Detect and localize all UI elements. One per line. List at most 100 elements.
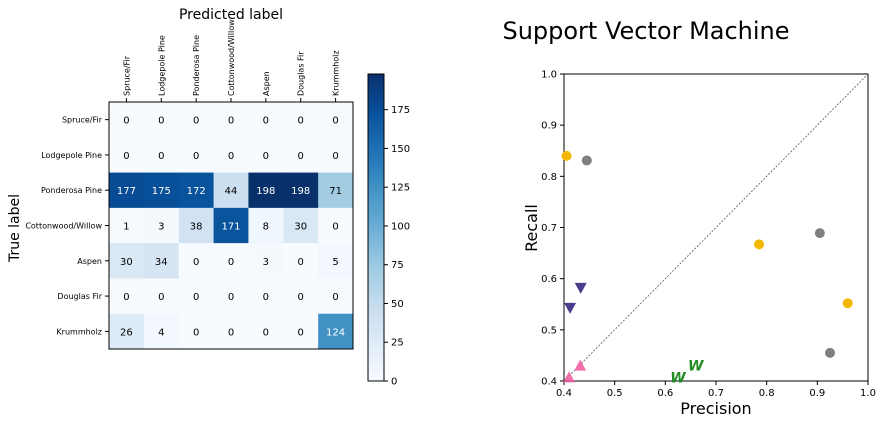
scatter-x-tick-label: 0.8 <box>759 388 775 399</box>
cm-y-tick-labels: Spruce/Fir Lodgepole Pine Ponderosa Pine Co… <box>25 116 109 336</box>
cm-cell-value: 30 <box>120 257 133 268</box>
cm-cell <box>318 102 354 138</box>
colorbar-ticks: 0 25 50 75 100 125 150 175 <box>384 105 410 388</box>
cm-cell-value: 0 <box>332 116 338 127</box>
cm-cell <box>248 278 284 315</box>
cm-cell <box>213 243 249 279</box>
cm-cell <box>283 207 319 244</box>
colorbar-tick-label: 50 <box>391 299 404 310</box>
cm-cell-value: 0 <box>298 257 304 268</box>
cm-cell <box>318 137 354 173</box>
cm-cell <box>318 278 354 315</box>
cm-cell <box>283 102 319 138</box>
cm-cell-value: 177 <box>117 186 136 197</box>
cm-cell-value: 3 <box>158 222 164 233</box>
cm-cell <box>143 243 180 279</box>
cm-cell-value: 124 <box>326 327 345 338</box>
scatter-points: WW <box>561 150 853 386</box>
cm-cell <box>248 102 284 138</box>
cm-cell-value: 0 <box>263 151 269 162</box>
cm-cell-value: 0 <box>332 292 338 303</box>
cm-cell-value: 0 <box>228 151 234 162</box>
cm-cell <box>213 313 249 350</box>
cm-cell-value: 172 <box>187 186 206 197</box>
colorbar-tick-label: 175 <box>391 105 410 116</box>
cm-cell-value: 0 <box>228 327 234 338</box>
cm-ylabel: True label <box>7 194 23 263</box>
scatter-plot-area <box>563 73 869 382</box>
cm-cell-value: 44 <box>225 186 238 197</box>
scatter-point <box>574 359 587 371</box>
cm-cell-value: 4 <box>158 327 164 338</box>
cm-cell <box>178 243 214 279</box>
cm-cell <box>248 313 284 350</box>
confusion-matrix: Predicted label True label 0 0 0 0 0 0 0 0 0 0 0 0 0… <box>7 7 354 350</box>
scatter-y-tick-label: 0.8 <box>541 172 557 183</box>
cm-cell <box>213 102 249 138</box>
cm-cell <box>318 172 354 209</box>
cm-cell <box>178 207 214 244</box>
cm-cell <box>178 172 214 209</box>
cm-cell <box>283 243 319 279</box>
cm-y-tick-label: Cottonwood/Willow <box>25 222 102 231</box>
scatter-x-tick-label: 1.0 <box>860 388 876 399</box>
cm-cell <box>318 313 354 350</box>
cm-cell-value: 0 <box>228 116 234 127</box>
cm-x-tick-label: Cottonwood/Willow <box>227 19 236 96</box>
cm-cell <box>248 137 284 173</box>
scatter-title: Support Vector Machine <box>502 17 789 45</box>
cm-cell-value: 171 <box>221 222 240 233</box>
cm-y-tick-label: Douglas Fir <box>57 292 102 301</box>
cm-cell <box>283 172 319 209</box>
scatter-y-tick-label: 0.6 <box>541 274 557 285</box>
cm-cell <box>213 207 249 244</box>
scatter-point <box>754 239 765 250</box>
cm-cell-value: 175 <box>152 186 171 197</box>
cm-cell-value: 0 <box>123 151 129 162</box>
cm-x-tick-label: Douglas Fir <box>297 51 306 96</box>
cm-cell <box>213 172 249 209</box>
scatter-x-tick-label: 0.9 <box>809 388 825 399</box>
colorbar-tick-label: 125 <box>391 183 410 194</box>
scatter-y-tick-label: 1.0 <box>541 70 557 81</box>
cm-x-tick-label: Lodgepole Pine <box>157 35 166 96</box>
cm-cell-value: 0 <box>228 257 234 268</box>
scatter-x-tick-label: 0.5 <box>607 388 623 399</box>
cm-cell-value: 0 <box>193 116 199 127</box>
scatter-point <box>842 298 853 309</box>
cm-cell-value: 26 <box>120 327 133 338</box>
cm-cell-value: 0 <box>263 327 269 338</box>
cm-cell <box>109 313 145 350</box>
scatter-point <box>561 150 572 161</box>
colorbar-tick-label: 25 <box>391 338 404 349</box>
cm-x-tick-label: Aspen <box>262 71 271 96</box>
cm-x-tick-label: Krummholz <box>332 50 341 96</box>
colorbar: 0 25 50 75 100 125 150 175 <box>367 73 410 388</box>
scatter-point <box>564 302 577 314</box>
cm-cell-value: 198 <box>291 186 310 197</box>
scatter-point: W <box>670 370 686 386</box>
cm-cell <box>143 313 180 350</box>
colorbar-gradient <box>367 73 385 382</box>
scatter-xlabel: Precision <box>680 399 751 418</box>
cm-cell-value: 8 <box>263 222 269 233</box>
cm-cell-value: 0 <box>263 116 269 127</box>
cm-cell-value: 0 <box>193 327 199 338</box>
scatter-point <box>574 282 587 294</box>
scatter-y-tick-label: 0.4 <box>541 377 557 388</box>
cm-cell-value: 34 <box>155 257 168 268</box>
cm-cell-value: 30 <box>294 222 307 233</box>
cm-cell <box>109 243 145 279</box>
cm-cell-value: 0 <box>158 151 164 162</box>
cm-y-tick-label: Lodgepole Pine <box>41 151 102 160</box>
cm-x-tick-label: Spruce/Fir <box>122 55 131 96</box>
precision-recall-scatter: Support Vector Machine 0.4 0.5 0.6 0.7 0.8 0.… <box>502 17 875 418</box>
cm-cell <box>248 243 284 279</box>
cm-cell <box>283 137 319 173</box>
cm-cell-value: 0 <box>123 292 129 303</box>
cm-cell <box>143 137 180 173</box>
cm-cell <box>143 278 180 315</box>
cm-cell-value: 38 <box>190 222 203 233</box>
cm-cell-value: 0 <box>332 151 338 162</box>
